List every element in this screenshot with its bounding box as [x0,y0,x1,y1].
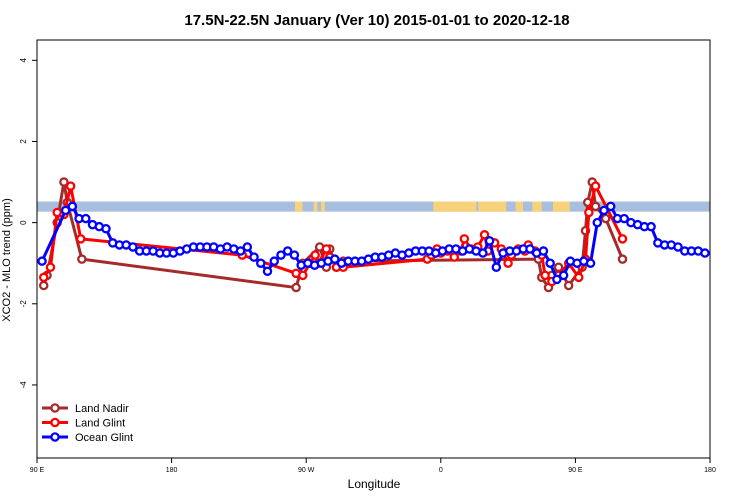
data-point [563,280,574,291]
data-point [276,250,286,260]
data-point [291,282,301,293]
data-point [605,201,616,212]
legend-entry: Land Glint [42,418,125,430]
data-point [478,248,488,258]
data-point [262,266,273,277]
data-point [479,230,490,240]
data-point [673,242,683,252]
data-point [67,201,78,212]
data-point [484,236,495,246]
series-layer [37,177,710,293]
y-tick-label: 0 [19,220,28,225]
data-point [75,234,86,244]
data-point [321,244,332,254]
plot-frame [36,39,711,459]
data-point [590,181,601,191]
x-tick-label: 90 W [298,467,315,474]
data-point [81,213,91,224]
legend-entry: Land Nadir [42,403,129,415]
axis-ticks: 90 E 180 90 W 0 90 E 180 4 2 0 -2 -4 [19,58,716,474]
land-segment [313,201,318,212]
x-tick-label: 0 [439,467,443,474]
data-point [128,242,138,252]
x-tick-label: 90 E [568,467,583,474]
data-point [449,252,460,262]
data-point [545,258,555,268]
x-axis-label: Longitude [348,477,401,491]
data-point [617,254,628,264]
data-point [540,270,550,281]
data-point [242,242,253,252]
land-segment [294,201,303,212]
data-point [282,246,293,256]
ocean-band [37,201,710,212]
data-point [646,221,656,232]
legend-marker [50,417,60,428]
data-point [37,256,47,266]
data-point [59,177,69,187]
series-line [42,180,624,290]
y-tick-label: 4 [19,58,28,63]
data-point [45,262,56,273]
land-segment [515,201,524,212]
data-point [584,207,594,218]
land-segment [321,201,325,212]
data-point [330,254,340,264]
legend-marker [50,432,60,442]
data-point [38,280,49,291]
land-segment [552,201,570,212]
x-tick-label: 90 E [30,467,45,474]
y-tick-label: -2 [19,300,28,308]
data-point [289,250,300,260]
land-segment [478,201,507,212]
data-point [552,274,562,285]
data-point [269,256,279,266]
data-point [600,213,611,224]
land-segment [532,201,542,212]
legend: Land Nadir Land Glint Ocean Glint [42,403,133,444]
legend-label: Land Nadir [75,403,129,415]
legend-label: Ocean Glint [75,432,133,444]
legend-entry: Ocean Glint [42,432,133,444]
data-point [558,270,569,281]
data-point [459,234,470,244]
series-land-glint [38,181,628,287]
land-segment [433,201,477,212]
data-point [538,246,549,256]
data-point [310,250,320,260]
chart-title: 17.5N-22.5N January (Ver 10) 2015-01-01 … [184,12,569,29]
data-point [256,258,266,268]
data-point [298,270,308,281]
data-point [101,223,111,234]
legend-marker [50,403,60,413]
data-point [60,205,71,216]
data-point [553,262,564,273]
data-point [700,248,710,258]
data-point [617,234,628,244]
y-tick-label: 2 [19,139,28,144]
data-point [574,272,584,283]
data-point [503,258,513,268]
data-point [65,181,76,191]
series-land-nadir [38,177,628,293]
data-point [525,244,535,254]
series-ocean-glint [37,201,710,285]
y-tick-label: -4 [19,381,28,389]
data-point [592,217,603,228]
data-point [77,254,87,264]
data-point [235,246,246,256]
data-point [249,252,259,262]
data-point [590,201,601,212]
x-tick-label: 180 [166,467,178,474]
x-tick-label: 180 [704,467,716,474]
data-point [491,262,502,273]
data-point [619,213,629,224]
data-point [38,272,49,283]
data-point [599,205,609,216]
data-point [585,258,596,268]
legend-label: Land Glint [75,418,125,430]
y-axis-label: XCO2 - MLO trend (ppm) [1,198,13,321]
